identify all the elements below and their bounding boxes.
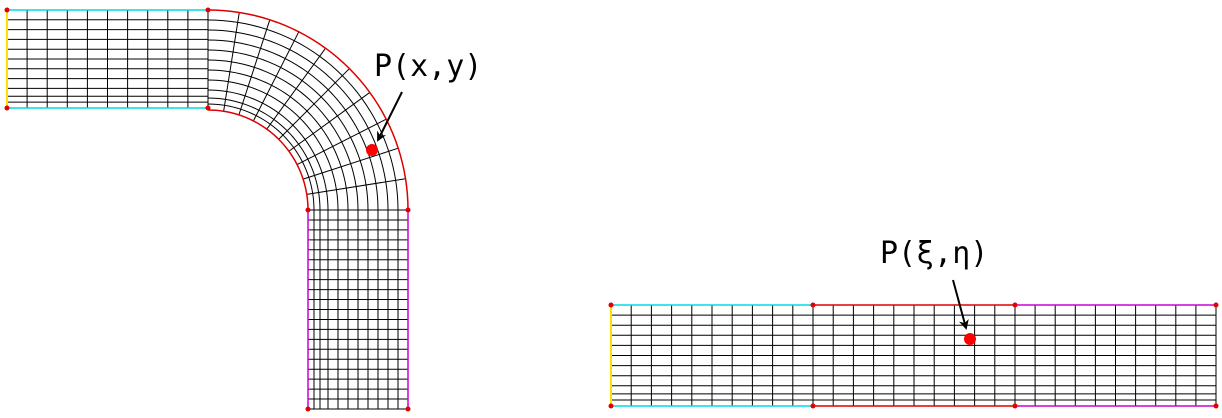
physical-boundary-edges <box>6 9 409 410</box>
computational-block-vertices <box>608 302 1219 409</box>
bend-grid-spoke <box>238 19 271 116</box>
computational-vertex <box>810 403 816 409</box>
bend-grid-spoke <box>223 12 240 112</box>
computational-vertex <box>810 302 816 308</box>
physical-point-marker <box>366 144 378 156</box>
physical-vertex <box>205 105 211 111</box>
computational-vertex <box>608 403 614 409</box>
physical-vertex <box>305 406 311 412</box>
bend-grid-spoke <box>288 92 371 152</box>
physical-vertex <box>205 7 211 13</box>
computational-grid-lines <box>611 305 1216 406</box>
physical-vertex <box>405 207 411 213</box>
bend-grid-spoke <box>302 147 399 180</box>
computational-vertex <box>1012 403 1018 409</box>
computational-vertex <box>1012 302 1018 308</box>
physical-vertex <box>4 105 10 111</box>
computational-vertex <box>1213 302 1219 308</box>
computational-domain-mesh <box>608 302 1219 409</box>
bend-grid-spoke <box>278 68 350 140</box>
computational-boundary-edges <box>610 304 1217 407</box>
computational-point-arrow <box>952 279 969 330</box>
physical-vertex <box>305 207 311 213</box>
computational-point-marker <box>964 333 976 345</box>
physical-point-arrow <box>377 91 403 142</box>
computational-vertex <box>1213 403 1219 409</box>
bend-grid-spoke <box>252 31 300 122</box>
computational-point-label: P(ξ,η) <box>880 236 988 271</box>
physical-point-label: P(x,y) <box>374 49 482 84</box>
physical-block-vertices <box>4 7 411 412</box>
bend-outer-wall <box>207 9 409 211</box>
bend-grid-spoke <box>266 47 326 130</box>
physical-vertex <box>4 7 10 13</box>
physical-vertex <box>405 406 411 412</box>
bend-grid-spoke <box>306 178 406 195</box>
physical-grid-lines <box>7 10 408 409</box>
bend-inner-wall <box>207 109 309 211</box>
computational-vertex <box>608 302 614 308</box>
physical-domain-mesh <box>4 7 411 412</box>
bend-grid-spoke <box>296 118 387 166</box>
